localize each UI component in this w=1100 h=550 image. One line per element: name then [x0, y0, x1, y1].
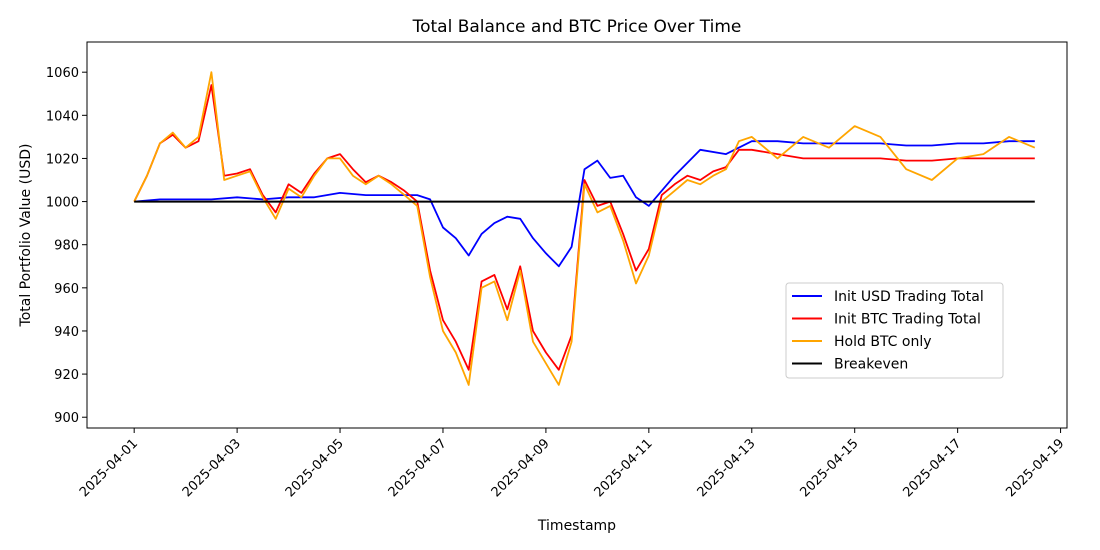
y-tick-label: 1000	[46, 196, 79, 211]
y-axis-label: Total Portfolio Value (USD)	[18, 144, 34, 328]
plot-area: 2025-04-01 2025-04-03 2025-04-05 2025-04-07…	[46, 41, 1068, 500]
x-tick-label: 2025-04-09	[489, 436, 553, 500]
y-tick-label: 1060	[46, 66, 79, 81]
legend-label: Init USD Trading Total	[834, 289, 984, 305]
x-axis-label: Timestamp	[537, 518, 616, 534]
legend-frame	[785, 282, 1004, 379]
x-tick-label: 2025-04-07	[386, 436, 450, 500]
y-tick-label: 980	[54, 239, 79, 254]
series-line-0	[134, 140, 1035, 268]
y-tick-label: 960	[54, 282, 79, 297]
x-tick-label: 2025-04-15	[797, 436, 861, 500]
series-line-2	[133, 71, 1036, 386]
legend: Init USD Trading Total Init BTC Trading T…	[785, 282, 1004, 379]
x-tick-label: 2025-04-13	[695, 436, 759, 500]
legend-label: Init BTC Trading Total	[834, 312, 981, 328]
y-tick-label: 1040	[46, 109, 79, 124]
legend-label: Breakeven	[834, 357, 908, 373]
x-axis: 2025-04-01 2025-04-03 2025-04-05 2025-04-07…	[77, 428, 1067, 500]
legend-label: Hold BTC only	[834, 334, 932, 350]
y-tick-label: 920	[54, 368, 79, 383]
y-axis: 900 920 940 960 980 1000 1020 1040 1060	[46, 66, 87, 426]
y-tick-label: 940	[54, 325, 79, 340]
chart-title: Total Balance and BTC Price Over Time	[412, 17, 742, 37]
y-tick-label: 1020	[46, 152, 79, 167]
x-tick-label: 2025-04-03	[180, 436, 244, 500]
x-tick-label: 2025-04-11	[592, 436, 656, 500]
series-layer	[133, 71, 1036, 386]
axes-frame	[86, 41, 1068, 429]
x-tick-label: 2025-04-01	[77, 436, 141, 500]
x-tick-label: 2025-04-17	[900, 436, 964, 500]
y-tick-label: 900	[54, 411, 79, 426]
x-tick-label: 2025-04-19	[1003, 436, 1067, 500]
x-tick-label: 2025-04-05	[283, 436, 347, 500]
